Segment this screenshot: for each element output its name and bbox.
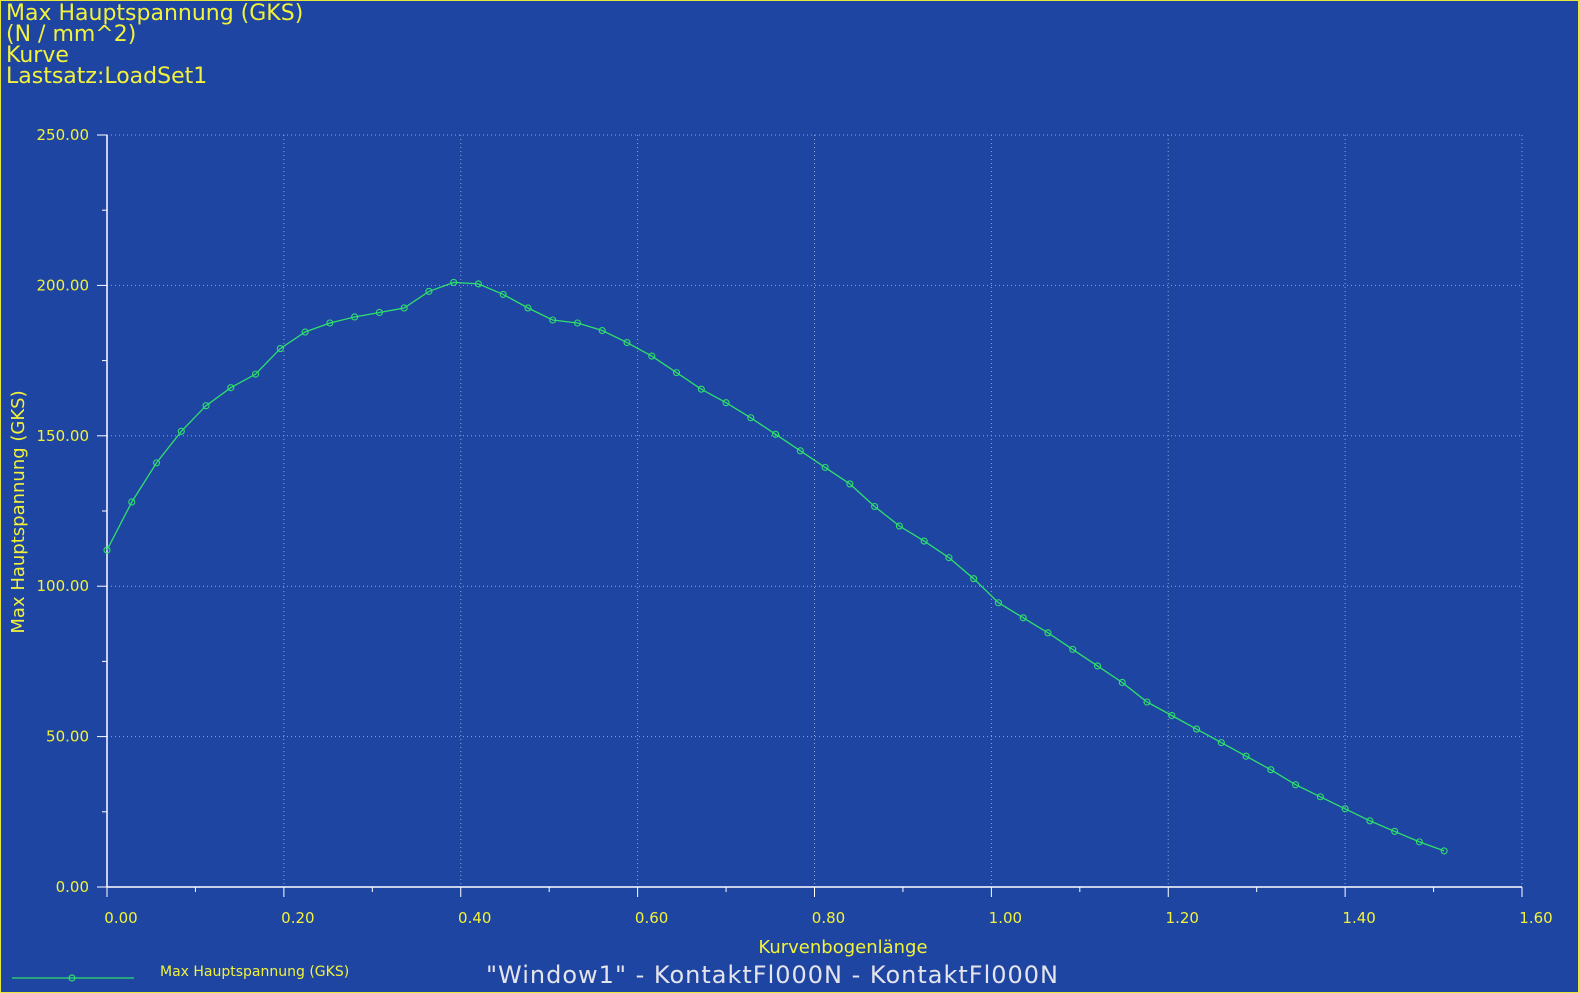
data-point bbox=[425, 287, 433, 295]
data-point bbox=[1292, 781, 1300, 789]
data-point bbox=[524, 304, 532, 312]
data-point bbox=[1118, 678, 1126, 687]
y-tick-label: 0.00 bbox=[56, 878, 89, 896]
y-tick-label: 250.00 bbox=[37, 126, 90, 144]
chart-header: Max Hauptspannung (GKS) (N / mm^2) Kurve… bbox=[6, 1, 304, 89]
data-point bbox=[747, 414, 755, 422]
data-point bbox=[1193, 725, 1201, 733]
data-point bbox=[994, 599, 1003, 607]
x-tick-label: 0.00 bbox=[104, 909, 137, 927]
data-point bbox=[697, 385, 705, 393]
data-point bbox=[1267, 766, 1275, 774]
data-point bbox=[722, 399, 730, 407]
data-point bbox=[474, 280, 482, 288]
data-point bbox=[846, 480, 854, 488]
data-point bbox=[648, 352, 656, 360]
series-line bbox=[106, 281, 1445, 852]
data-point bbox=[326, 319, 334, 327]
data-point bbox=[549, 316, 557, 324]
data-point bbox=[351, 313, 359, 321]
x-tick-label: 1.20 bbox=[1166, 909, 1199, 927]
data-point bbox=[1316, 793, 1324, 801]
data-point bbox=[450, 278, 458, 286]
y-tick-label: 100.00 bbox=[37, 577, 90, 595]
data-point bbox=[672, 369, 681, 377]
data-point bbox=[1044, 629, 1052, 637]
data-point bbox=[1415, 838, 1423, 846]
data-point bbox=[103, 546, 111, 554]
data-point bbox=[499, 290, 507, 298]
data-point bbox=[623, 339, 631, 347]
data-point bbox=[252, 370, 260, 378]
data-point bbox=[1168, 711, 1176, 720]
data-point bbox=[177, 427, 185, 435]
x-axis-label: Kurvenbogenlänge bbox=[758, 937, 927, 958]
y-tick-label: 200.00 bbox=[37, 276, 90, 294]
x-tick-label: 0.80 bbox=[812, 909, 845, 927]
data-point bbox=[1242, 752, 1250, 760]
data-point bbox=[1440, 847, 1448, 855]
data-point bbox=[871, 502, 879, 511]
data-point bbox=[895, 522, 903, 530]
data-point bbox=[1391, 827, 1399, 835]
x-tick-label: 1.00 bbox=[989, 909, 1022, 927]
data-point bbox=[1366, 817, 1374, 825]
data-point bbox=[772, 430, 780, 438]
x-tick-label: 0.40 bbox=[458, 909, 491, 927]
x-tick-label: 1.40 bbox=[1342, 909, 1375, 927]
data-point bbox=[1341, 805, 1349, 813]
data-point bbox=[227, 384, 235, 392]
y-tick-label: 150.00 bbox=[37, 427, 90, 445]
chart-loadset: Lastsatz:LoadSet1 bbox=[6, 64, 208, 89]
chart-title: Max Hauptspannung (GKS) bbox=[6, 1, 304, 26]
series-layer bbox=[103, 278, 1448, 855]
y-tick-label: 50.00 bbox=[46, 728, 89, 746]
axes bbox=[97, 134, 1523, 897]
x-tick-label: 1.60 bbox=[1519, 909, 1552, 927]
data-point bbox=[598, 326, 606, 335]
data-point bbox=[202, 402, 210, 410]
legend: Max Hauptspannung (GKS) bbox=[12, 964, 349, 982]
data-point bbox=[573, 319, 582, 327]
legend-marker bbox=[68, 974, 76, 982]
x-tick-label: 0.60 bbox=[635, 909, 668, 927]
data-point bbox=[920, 537, 928, 545]
chart-units: (N / mm^2) bbox=[6, 22, 137, 47]
data-point bbox=[1019, 614, 1027, 622]
data-point bbox=[276, 345, 284, 353]
data-point bbox=[970, 575, 978, 583]
data-point bbox=[152, 459, 161, 467]
x-tick-labels: 0.00 0.20 0.40 0.60 0.80 1.00 1.20 1.40 1.60 bbox=[104, 909, 1552, 927]
x-tick-label: 0.20 bbox=[281, 909, 314, 927]
y-axis-label: Max Hauptspannung (GKS) bbox=[8, 390, 29, 633]
data-point bbox=[400, 304, 408, 312]
window-caption: "Window1" - KontaktFl000N - KontaktFl000… bbox=[486, 961, 1059, 989]
grid-lines bbox=[107, 134, 1523, 887]
legend-label: Max Hauptspannung (GKS) bbox=[160, 964, 349, 980]
data-point bbox=[796, 447, 804, 455]
data-point bbox=[1143, 698, 1151, 706]
data-point bbox=[1069, 645, 1077, 653]
data-point bbox=[821, 463, 829, 471]
chart-kind: Kurve bbox=[6, 43, 69, 68]
data-point bbox=[1217, 739, 1225, 747]
y-tick-labels: 0.00 50.00 100.00 150.00 200.00 250.00 bbox=[37, 126, 90, 896]
data-point bbox=[945, 554, 953, 562]
data-point bbox=[301, 328, 309, 336]
data-point bbox=[1093, 662, 1102, 670]
data-point bbox=[375, 308, 383, 317]
data-point bbox=[128, 498, 136, 506]
